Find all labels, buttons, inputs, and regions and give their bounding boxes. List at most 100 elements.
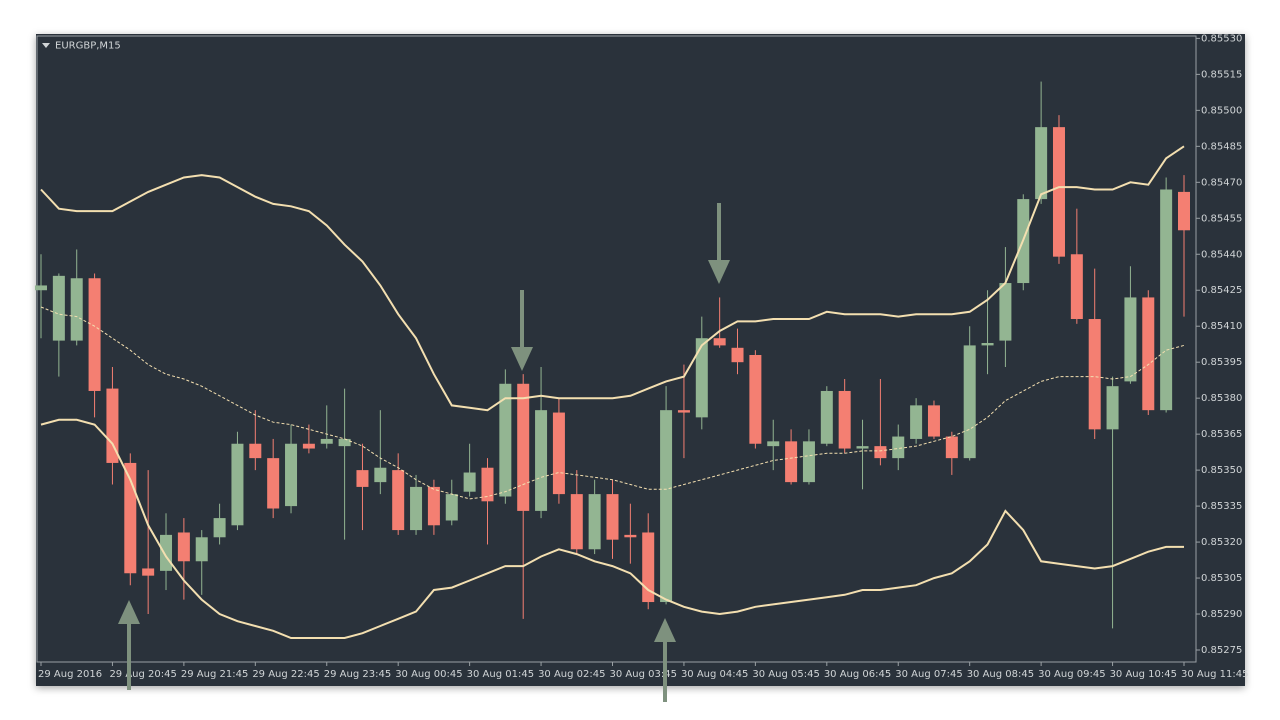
candle-body bbox=[106, 388, 119, 463]
x-tick-label: 30 Aug 07:45 bbox=[895, 669, 962, 680]
x-tick-label: 30 Aug 02:45 bbox=[538, 669, 605, 680]
candle-body bbox=[35, 285, 47, 291]
candle-body bbox=[463, 472, 476, 492]
y-tick-label: 0.85290 bbox=[1201, 609, 1242, 620]
candle-body bbox=[1160, 189, 1173, 411]
candle-body bbox=[338, 438, 351, 447]
arrow-head bbox=[118, 600, 140, 624]
candle-body bbox=[1052, 127, 1065, 257]
candle-body bbox=[410, 486, 423, 531]
x-tick-label: 29 Aug 22:45 bbox=[252, 669, 319, 680]
candle-body bbox=[785, 441, 798, 483]
candle-body bbox=[356, 470, 369, 487]
candle-body bbox=[838, 390, 851, 449]
candle-body bbox=[445, 494, 458, 521]
candle-body bbox=[267, 458, 280, 509]
y-tick-label: 0.85335 bbox=[1201, 501, 1242, 512]
plot-frame bbox=[36, 35, 1197, 663]
candle-body bbox=[481, 467, 494, 502]
candle-body bbox=[52, 275, 65, 341]
y-tick-label: 0.85350 bbox=[1201, 465, 1242, 476]
candle-body bbox=[285, 443, 298, 507]
y-tick-label: 0.85275 bbox=[1201, 645, 1242, 656]
candle-body bbox=[1088, 319, 1101, 430]
x-tick-label: 29 Aug 2016 bbox=[38, 669, 102, 680]
candle-body bbox=[124, 462, 137, 574]
x-tick-label: 30 Aug 10:45 bbox=[1110, 669, 1177, 680]
x-tick-label: 30 Aug 00:45 bbox=[395, 669, 462, 680]
candle-body bbox=[499, 383, 512, 497]
y-tick-label: 0.85395 bbox=[1201, 357, 1242, 368]
y-tick-label: 0.85365 bbox=[1201, 429, 1242, 440]
x-tick-label: 29 Aug 23:45 bbox=[324, 669, 391, 680]
x-tick-label: 30 Aug 11:45 bbox=[1181, 669, 1248, 680]
candle-body bbox=[1070, 254, 1083, 320]
candle-body bbox=[624, 534, 637, 538]
candle-body bbox=[606, 494, 619, 540]
x-tick-label: 30 Aug 09:45 bbox=[1038, 669, 1105, 680]
candle-body bbox=[570, 494, 583, 550]
y-tick-label: 0.85470 bbox=[1201, 177, 1242, 188]
candle-body bbox=[713, 338, 726, 346]
arrow-head bbox=[708, 260, 730, 284]
candle-body bbox=[1124, 297, 1137, 382]
x-tick-label: 30 Aug 08:45 bbox=[967, 669, 1034, 680]
candle-body bbox=[963, 345, 976, 459]
y-tick-label: 0.85515 bbox=[1201, 69, 1242, 80]
candle-body bbox=[88, 278, 101, 391]
candle-body bbox=[999, 283, 1012, 341]
y-tick-label: 0.85410 bbox=[1201, 321, 1242, 332]
candle-body bbox=[927, 405, 940, 437]
arrow-head bbox=[654, 618, 676, 642]
arrow-head bbox=[511, 347, 533, 371]
candle-body bbox=[142, 568, 155, 576]
candle-body bbox=[856, 446, 869, 449]
x-tick-label: 29 Aug 21:45 bbox=[181, 669, 248, 680]
candle-body bbox=[177, 532, 190, 562]
y-tick-label: 0.85485 bbox=[1201, 141, 1242, 152]
indicator-line bbox=[40, 145, 1185, 412]
candle-body bbox=[820, 390, 833, 444]
candle-body bbox=[695, 338, 708, 418]
candle-body bbox=[660, 410, 673, 603]
y-tick-label: 0.85530 bbox=[1201, 33, 1242, 44]
candle-body bbox=[642, 532, 655, 603]
arrows bbox=[118, 203, 730, 702]
candle-body bbox=[588, 494, 601, 550]
candle-body bbox=[874, 446, 887, 459]
candle-body bbox=[517, 383, 530, 511]
candle-body bbox=[392, 470, 405, 531]
y-tick-label: 0.85320 bbox=[1201, 537, 1242, 548]
candle-body bbox=[677, 410, 690, 413]
candle-body bbox=[552, 412, 565, 495]
candle-body bbox=[231, 443, 244, 526]
candle-body bbox=[535, 410, 548, 511]
y-tick-label: 0.85305 bbox=[1201, 573, 1242, 584]
x-tick-label: 30 Aug 01:45 bbox=[467, 669, 534, 680]
y-tick-label: 0.85425 bbox=[1201, 285, 1242, 296]
x-tick-label: 29 Aug 20:45 bbox=[109, 669, 176, 680]
candle-body bbox=[802, 441, 815, 483]
candle-body bbox=[427, 486, 440, 526]
candle-body bbox=[320, 438, 333, 444]
x-tick-label: 30 Aug 03:45 bbox=[610, 669, 677, 680]
candle-body bbox=[249, 443, 262, 459]
candle-body bbox=[374, 467, 387, 483]
y-tick-label: 0.85380 bbox=[1201, 393, 1242, 404]
indicator-line bbox=[40, 306, 1185, 500]
candle-body bbox=[195, 537, 208, 562]
candle-body bbox=[945, 436, 958, 459]
candle-body bbox=[910, 405, 923, 439]
y-tick-label: 0.85500 bbox=[1201, 105, 1242, 116]
candle-body bbox=[1035, 127, 1048, 200]
candle-body bbox=[160, 534, 173, 571]
candle-body bbox=[1142, 297, 1155, 411]
candle-body bbox=[731, 347, 744, 363]
candle-body bbox=[981, 343, 994, 346]
x-tick-label: 30 Aug 05:45 bbox=[752, 669, 819, 680]
symbol-menu-icon bbox=[42, 43, 50, 48]
y-tick-label: 0.85440 bbox=[1201, 249, 1242, 260]
candle-body bbox=[70, 278, 83, 341]
x-tick-label: 30 Aug 06:45 bbox=[824, 669, 891, 680]
